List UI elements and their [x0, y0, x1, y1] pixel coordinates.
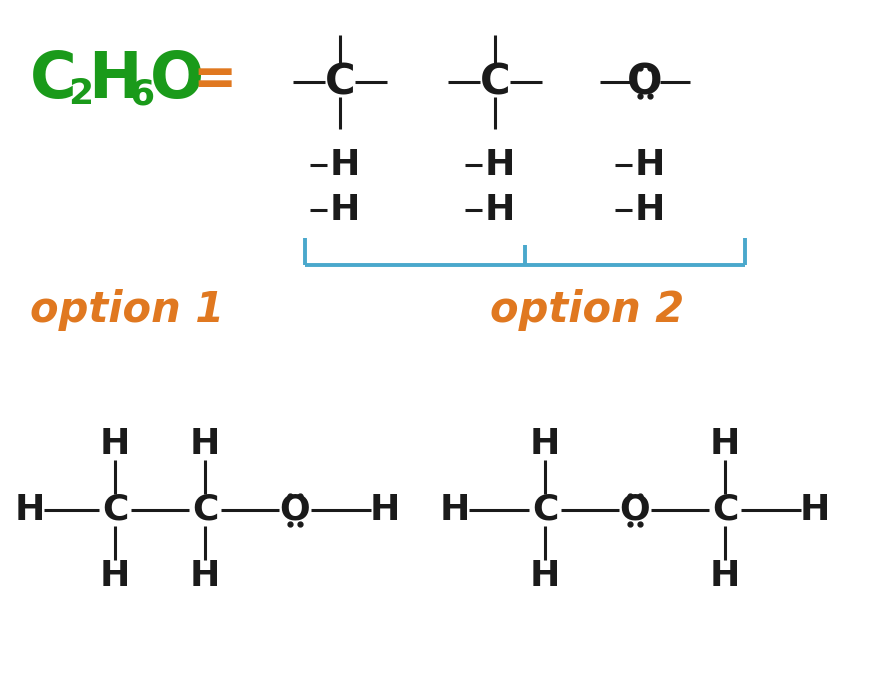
- Text: H: H: [100, 427, 130, 461]
- Text: C: C: [480, 61, 510, 103]
- Text: C: C: [102, 493, 128, 527]
- Text: option 2: option 2: [490, 289, 684, 331]
- Text: O: O: [279, 493, 310, 527]
- Text: C: C: [712, 493, 739, 527]
- Text: 6: 6: [130, 77, 155, 111]
- Text: O: O: [627, 61, 663, 103]
- Text: C: C: [532, 493, 558, 527]
- Text: H: H: [635, 148, 665, 182]
- Text: H: H: [530, 427, 560, 461]
- Text: H: H: [330, 148, 360, 182]
- Text: H: H: [635, 193, 665, 227]
- Text: option 1: option 1: [30, 289, 224, 331]
- Text: H: H: [100, 559, 130, 593]
- Text: H: H: [190, 427, 220, 461]
- Text: H: H: [440, 493, 470, 527]
- Text: H: H: [485, 148, 516, 182]
- Text: H: H: [190, 559, 220, 593]
- Text: H: H: [15, 493, 45, 527]
- Text: H: H: [370, 493, 401, 527]
- Text: H: H: [800, 493, 830, 527]
- Text: O: O: [620, 493, 650, 527]
- Text: 2: 2: [68, 77, 93, 111]
- Text: H: H: [88, 49, 142, 111]
- Text: O: O: [150, 49, 204, 111]
- Text: H: H: [330, 193, 360, 227]
- Text: C: C: [192, 493, 219, 527]
- Text: H: H: [710, 559, 740, 593]
- Text: H: H: [710, 427, 740, 461]
- Text: =: =: [193, 54, 237, 106]
- Text: H: H: [530, 559, 560, 593]
- Text: C: C: [30, 49, 77, 111]
- Text: C: C: [325, 61, 355, 103]
- Text: H: H: [485, 193, 516, 227]
